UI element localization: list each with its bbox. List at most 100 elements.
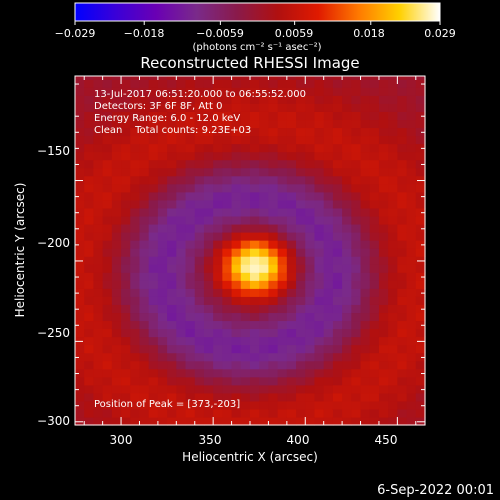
heatmap-cell [203,288,214,297]
heatmap-cell [250,392,260,402]
heatmap-cell [378,288,389,297]
heatmap-cell [176,368,187,378]
heatmap-cell [157,288,168,297]
heatmap-cell [203,272,214,281]
heatmap-cell [286,304,297,314]
heatmap-cell [277,400,288,410]
heatmap-cell [305,296,316,305]
heatmap-cell [185,400,196,410]
heatmap-cell [268,280,279,289]
heatmap-cell [222,119,233,129]
heatmap-cell [277,215,288,225]
heatmap-cell [222,304,233,314]
heatmap-cell [406,76,417,80]
heatmap-cell [277,264,288,273]
heatmap-cell [84,111,95,121]
heatmap-cell [277,376,288,386]
heatmap-cell [139,296,150,305]
heatmap-cell [222,199,233,209]
heatmap-cell [351,183,362,193]
heatmap-cell [84,183,95,193]
heatmap-cell [342,416,352,426]
annotation-clean-counts: Clean Total counts: 9.23E+03 [94,125,251,136]
heatmap-cell [176,191,187,201]
heatmap-cell [231,207,242,217]
heatmap-cell [360,408,371,418]
heatmap-cell [259,240,270,249]
heatmap-cell [139,416,150,426]
heatmap-cell [342,175,352,185]
heatmap-cell [176,264,187,273]
heatmap-cell [406,87,417,96]
heatmap-cell [314,199,325,209]
heatmap-cell [397,312,408,322]
heatmap-cell [93,199,104,209]
heatmap-cell [250,207,260,217]
heatmap-cell [259,408,270,418]
heatmap-cell [231,328,242,338]
axis-ticks [75,76,425,425]
heatmap-cell [213,416,223,426]
y-tick-label-neg250: −250 [37,326,70,340]
heatmap-cell [176,320,187,330]
heatmap-cell [286,223,297,233]
heatmap-cell [342,127,352,137]
heatmap-cell [102,207,113,217]
heatmap-cell [406,223,417,233]
heatmap-cell [111,336,122,346]
heatmap-cell [406,272,417,281]
heatmap-cell [397,183,408,193]
heatmap-cell [277,240,288,249]
heatmap-cell [157,352,168,362]
heatmap-cell [75,328,85,338]
heatmap-cell [406,135,417,145]
heatmap-cell [314,95,325,104]
heatmap-cell [314,127,325,137]
annotation-energy-range: Energy Range: 6.0 - 12.0 keV [94,113,240,124]
heatmap-cell [286,167,297,177]
heatmap-cell [185,352,196,362]
heatmap-cell [194,240,205,249]
heatmap-cell [286,232,297,241]
heatmap-cell [351,87,362,96]
heatmap-cell [286,360,297,370]
heatmap-cell [259,296,270,305]
heatmap-cell [130,223,141,233]
heatmap-cell [323,312,334,322]
heatmap-cell [130,256,141,265]
heatmap-cell [369,360,380,370]
heatmap-cell [84,232,95,241]
heatmap-cell [157,312,168,322]
heatmap-cell [268,312,279,322]
heatmap-cell [240,76,251,80]
heatmap-cell [259,400,270,410]
heatmap-cell [314,416,325,426]
heatmap-cell [93,256,104,265]
heatmap-cell [415,215,426,225]
heatmap-cell [277,76,288,80]
heatmap-cell [305,79,316,88]
heatmap-cell [305,264,316,273]
heatmap-cell [148,223,159,233]
heatmap-cell [305,119,316,129]
heatmap-cell [286,376,297,386]
heatmap-cell [268,248,279,257]
heatmap-cell [75,159,85,169]
heatmap-cell [185,199,196,209]
heatmap-cell [360,79,371,88]
heatmap-cell [194,215,205,225]
heatmap-cell [388,76,398,80]
heatmap-cell [406,191,417,201]
heatmap-cell [268,103,279,112]
heatmap-cell [222,175,233,185]
heatmap-cell [369,223,380,233]
heatmap-cell [194,320,205,330]
heatmap-cell [203,232,214,241]
heatmap-cell [157,320,168,330]
heatmap-cell [351,368,362,378]
heatmap-cell [102,135,113,145]
heatmap-cell [84,103,95,112]
heatmap-cell [185,280,196,289]
heatmap-cell [203,280,214,289]
heatmap-cell [148,240,159,249]
